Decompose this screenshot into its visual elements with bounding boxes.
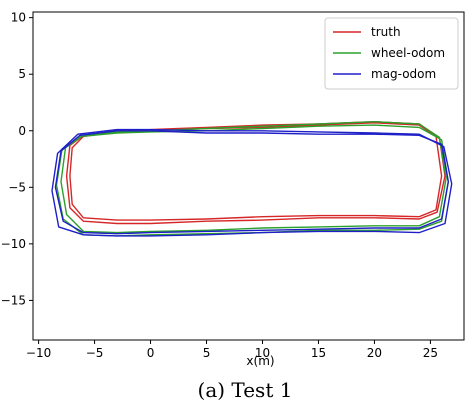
y-tick-label: −5 — [8, 180, 26, 194]
series-wheel-odom-lap-2 — [55, 124, 449, 237]
x-axis-ticks: −10 −5 0 5 10 15 20 25 — [26, 340, 438, 360]
series-wheel-odom-lap-1 — [60, 120, 447, 234]
series-mag-odom-lap-1 — [54, 130, 449, 235]
x-tick-label: 5 — [203, 346, 211, 360]
y-tick-label: 5 — [18, 67, 26, 81]
legend: truth wheel-odom mag-odom — [324, 17, 459, 90]
x-tick-label: −5 — [86, 346, 104, 360]
legend-label-mag-odom: mag-odom — [371, 67, 436, 81]
x-tick-label: 10 — [255, 346, 270, 360]
x-tick-label: 25 — [423, 346, 438, 360]
legend-label-wheel-odom: wheel-odom — [371, 46, 445, 60]
series-layer — [51, 120, 453, 237]
legend-box — [324, 17, 459, 90]
x-tick-label: −10 — [26, 346, 51, 360]
y-tick-label: −15 — [1, 293, 26, 307]
x-axis-label: x(m) — [246, 354, 274, 368]
y-tick-label: −10 — [1, 237, 26, 251]
x-tick-label: 15 — [311, 346, 326, 360]
series-truth-lap-2 — [65, 120, 446, 225]
legend-label-truth: truth — [371, 25, 401, 39]
series-mag-odom-lap-2 — [51, 128, 453, 237]
y-tick-label: 10 — [11, 11, 26, 25]
y-tick-label: 0 — [18, 124, 26, 138]
x-tick-label: 20 — [367, 346, 382, 360]
legend-items: truth wheel-odom mag-odom — [333, 25, 445, 81]
x-tick-label: 0 — [147, 346, 155, 360]
series-truth-lap-1 — [69, 122, 443, 221]
plot-area-frame — [32, 11, 465, 341]
y-axis-ticks: 10 5 0 −5 −10 −15 — [1, 11, 33, 307]
figure-caption: (a) Test 1 — [198, 378, 293, 402]
